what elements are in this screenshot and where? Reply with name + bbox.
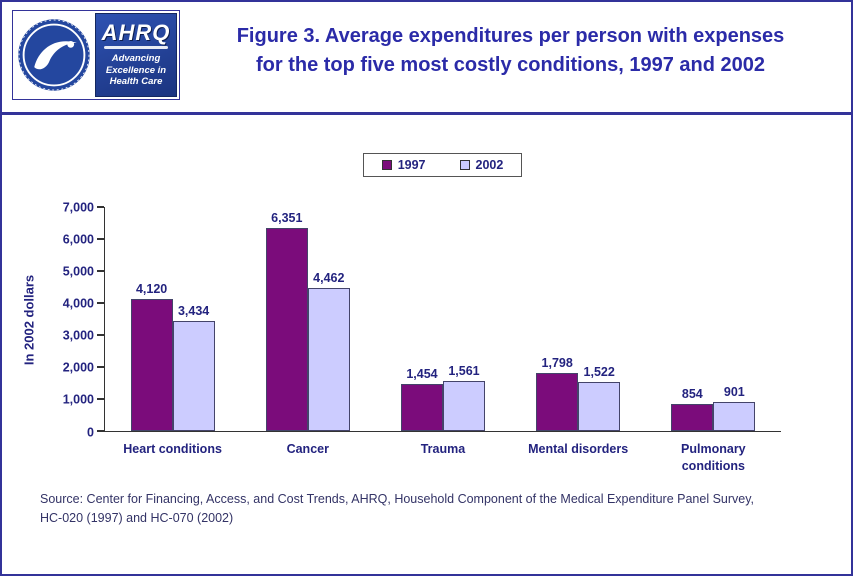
bar-1997 (130, 299, 173, 431)
bar-value-label: 1,798 (541, 356, 573, 371)
bar-wrap: 1,454 (400, 207, 443, 431)
y-tick-label: 4,000 (62, 296, 94, 311)
category-label: Trauma (420, 442, 466, 456)
bar-1997 (536, 373, 579, 431)
y-tick-mark (97, 430, 104, 432)
bar-2002 (713, 402, 756, 431)
bar-value-label: 901 (723, 385, 745, 400)
logo-block: AHRQ Advancing Excellence in Health Care (12, 10, 180, 100)
ahrq-tagline-line: Health Care (109, 76, 163, 88)
legend-swatch-2002 (459, 160, 470, 170)
ahrq-logo: AHRQ Advancing Excellence in Health Care (95, 13, 177, 97)
figure-title-line1: Figure 3. Average expenditures per perso… (236, 25, 785, 47)
y-tick-label: 6,000 (62, 231, 94, 246)
y-axis-title: In 2002 dollars (21, 274, 37, 365)
category-label: Mental disorders (528, 442, 629, 456)
legend-item-1997: 1997 (381, 158, 426, 172)
y-tick-label: 3,000 (62, 328, 94, 343)
legend-label-2002: 2002 (475, 158, 504, 172)
source-line1: Source: Center for Financing, Access, an… (40, 492, 755, 506)
y-tick-mark (97, 366, 104, 368)
ahrq-swoosh-icon (104, 45, 168, 49)
header-divider (2, 112, 851, 115)
y-tick-label: 5,000 (62, 264, 94, 279)
bar-wrap: 4,120 (130, 207, 173, 431)
bar-value-label: 4,462 (313, 271, 345, 286)
y-tick-mark (97, 206, 104, 208)
y-tick-mark (97, 302, 104, 304)
ahrq-logo-text: AHRQ (101, 19, 171, 45)
source-note: Source: Center for Financing, Access, an… (40, 490, 831, 528)
category-label: Pulmonary conditions (681, 442, 746, 473)
bar-2002 (307, 288, 350, 431)
bar-2002 (442, 381, 485, 431)
y-tick-label: 2,000 (62, 360, 94, 375)
y-tick-mark (97, 270, 104, 272)
bar-wrap: 901 (713, 207, 756, 431)
legend-row: 1997 2002 (104, 153, 781, 177)
y-tick-mark (97, 334, 104, 336)
y-tick-mark (97, 238, 104, 240)
y-axis-ticks: 0 1,000 2,000 3,000 4,000 5,000 6,000 7,000 (46, 201, 104, 438)
bar-2002 (578, 382, 621, 431)
bar-wrap: 4,462 (307, 207, 350, 431)
bar-value-label: 1,522 (583, 365, 615, 380)
legend-swatch-1997 (381, 160, 392, 170)
bar-group-mental-disorders: 1,798 1,522 Mental disorders (528, 207, 628, 456)
bar-value-label: 4,120 (135, 282, 168, 297)
source-line2: HC-020 (1997) and HC-070 (2002) (40, 510, 234, 525)
bar-value-label: 3,434 (177, 304, 210, 319)
y-tick-mark (97, 398, 104, 400)
hhs-logo (15, 13, 93, 97)
bar-1997 (400, 384, 443, 431)
legend-item-2002: 2002 (459, 158, 504, 172)
bar-1997 (265, 227, 308, 431)
y-tick-label: 7,000 (62, 199, 94, 214)
bar-wrap: 854 (671, 207, 714, 431)
bar-wrap: 1,522 (578, 207, 621, 431)
bar-wrap: 1,798 (536, 207, 579, 431)
bar-1997 (671, 403, 714, 431)
category-label: Heart conditions (123, 442, 222, 456)
figure-title: Figure 3. Average expenditures per perso… (180, 10, 841, 80)
ahrq-tagline-line: Excellence in (105, 64, 167, 76)
bar-group-trauma: 1,454 1,561 Trauma (400, 207, 485, 456)
bar-wrap: 6,351 (265, 207, 308, 431)
figure-title-line2: for the top five most costly conditions,… (255, 54, 765, 76)
bar-group-pulmonary-conditions: 854 901 Pulmonary conditions (671, 207, 756, 473)
bar-value-label: 6,351 (271, 210, 303, 225)
bar-value-label: 1,454 (406, 367, 438, 382)
bar-value-label: 854 (681, 386, 703, 401)
chart: In 2002 dollars 0 1,000 2,000 3,000 4,000 5,0… (12, 201, 841, 473)
y-axis-title-column: In 2002 dollars (12, 207, 46, 432)
ahrq-tagline: Advancing Excellence in Health Care (106, 53, 166, 89)
y-tick-label: 1,000 (62, 392, 94, 407)
legend-label-1997: 1997 (397, 158, 426, 172)
category-label: Cancer (286, 442, 329, 456)
bar-wrap: 1,561 (442, 207, 485, 431)
ahrq-tagline-line: Advancing (111, 52, 161, 64)
bar-wrap: 3,434 (172, 207, 215, 431)
plot-area: 4,120 3,434 Heart conditions 6,351 4,462 Canc… (97, 206, 781, 473)
y-tick-label: 0 (87, 424, 94, 439)
header: AHRQ Advancing Excellence in Health Care… (12, 10, 841, 106)
chart-legend: 1997 2002 (362, 153, 523, 177)
bar-group-heart-conditions: 4,120 3,434 Heart conditions (123, 207, 222, 456)
bar-value-label: 1,561 (448, 364, 480, 379)
hhs-seal-icon (18, 19, 90, 91)
bar-2002 (172, 321, 215, 431)
bar-group-cancer: 6,351 4,462 Cancer (265, 207, 350, 456)
